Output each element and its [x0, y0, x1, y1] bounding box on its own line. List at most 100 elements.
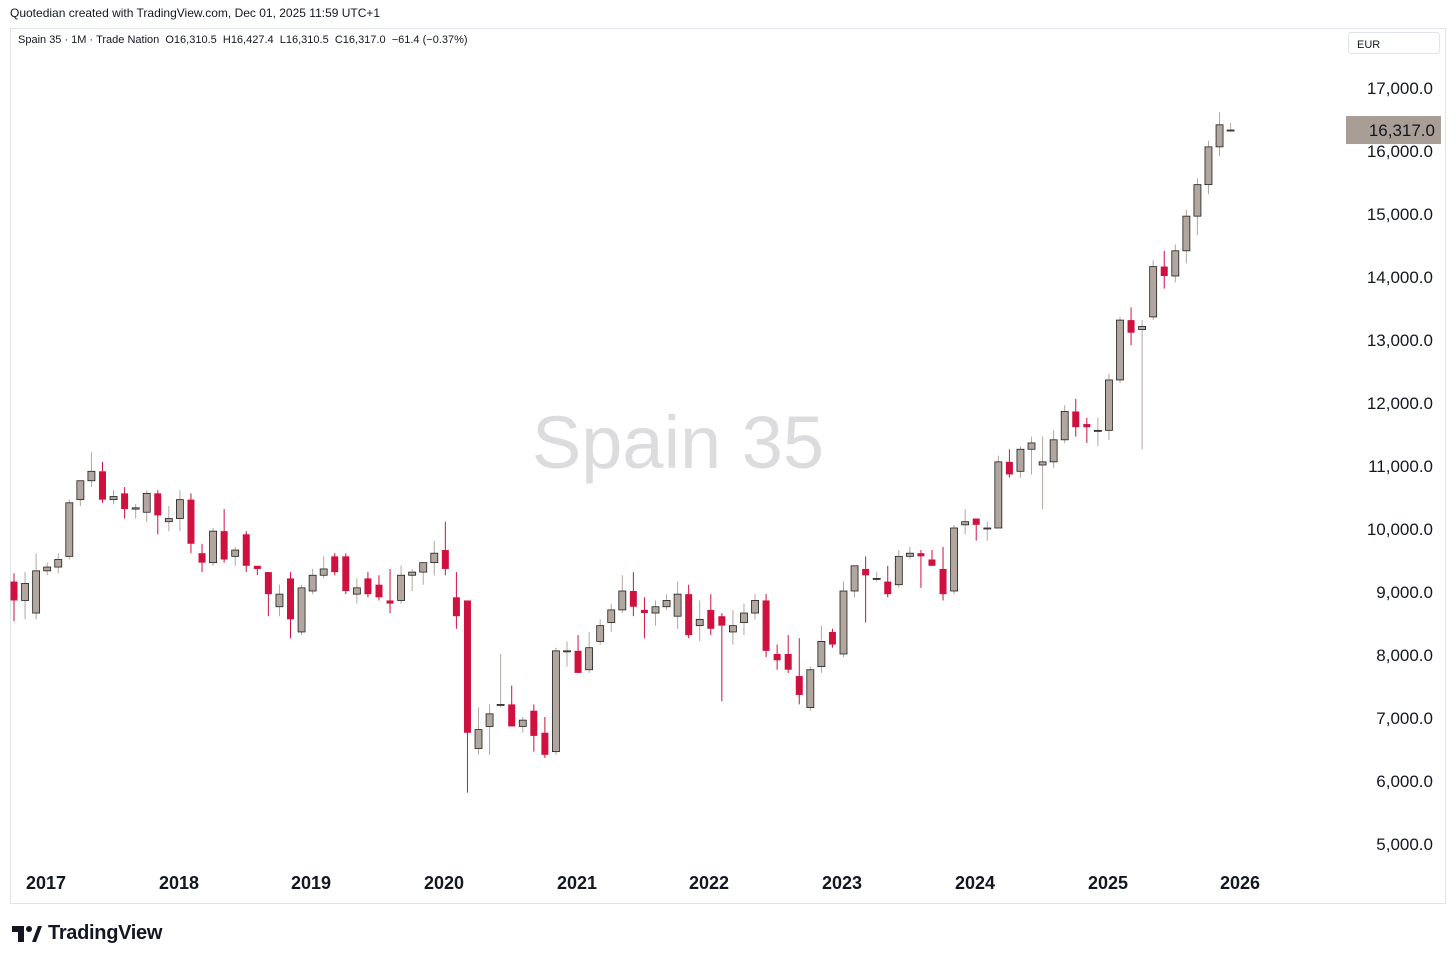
candle-body-up: [563, 650, 571, 653]
candle-body-up: [850, 565, 859, 592]
candle-body-up: [164, 518, 173, 523]
candle: [419, 562, 428, 585]
candle-body-up: [695, 618, 704, 627]
candle-body-up: [419, 562, 428, 573]
candle: [994, 455, 1003, 529]
candle: [1171, 244, 1180, 283]
candle-body-down: [828, 631, 836, 645]
last-price-badge: [1346, 116, 1441, 145]
candle-body-down: [1005, 461, 1013, 475]
candle: [773, 644, 781, 670]
last-price-label: 16,317.0: [1369, 121, 1435, 140]
y-tick-label: 15,000.0: [1367, 205, 1433, 224]
candle-body-up: [87, 470, 96, 482]
tradingview-logo-icon: [12, 925, 42, 942]
currency-selector[interactable]: EUR: [1348, 32, 1440, 54]
candle-body-down: [762, 600, 770, 651]
candle: [707, 594, 715, 636]
candle-body-up: [1027, 442, 1036, 450]
candle: [474, 707, 483, 755]
x-tick-label: 2025: [1088, 873, 1128, 893]
candle-body-down: [98, 471, 106, 500]
x-tick-label: 2019: [291, 873, 331, 893]
candle-body-up: [596, 625, 605, 642]
candle-body-down: [187, 499, 195, 544]
candle-body-down: [862, 568, 870, 576]
candle: [242, 531, 250, 573]
candle: [10, 573, 18, 622]
x-tick-label: 2023: [822, 873, 862, 893]
candle: [231, 546, 240, 566]
candle-body-down: [1083, 424, 1091, 428]
candle-body-up: [817, 641, 826, 668]
candle: [718, 613, 726, 702]
candle-body-up: [21, 583, 29, 601]
candle: [563, 641, 571, 667]
candle-body-up: [961, 521, 970, 526]
candle-body-up: [275, 593, 284, 608]
candle: [154, 490, 162, 535]
candle-body-up: [552, 650, 560, 753]
candle-body-up: [751, 600, 759, 614]
candle-body-down: [264, 572, 272, 595]
candle: [87, 452, 96, 488]
candle-body-up: [1093, 429, 1102, 432]
candle: [352, 578, 361, 604]
candle-body-up: [308, 574, 317, 592]
candle-body-up: [1049, 439, 1058, 463]
legend-symbol[interactable]: Spain 35: [18, 34, 62, 46]
legend-interval[interactable]: 1M: [71, 34, 87, 46]
last-price-marker: 16,317.0: [1346, 116, 1441, 145]
candle: [386, 568, 394, 614]
tradingview-logo-text: TradingView: [48, 922, 163, 944]
candle-body-up: [673, 593, 682, 617]
y-tick-label: 17,000.0: [1367, 79, 1433, 98]
candle-body-up: [76, 480, 85, 501]
candle: [496, 654, 505, 708]
legend-low: L16,310.5: [279, 34, 329, 46]
legend-source: Trade Nation: [96, 34, 160, 46]
chart-credit: Quotedian created with TradingView.com, …: [10, 6, 381, 20]
candle: [939, 546, 947, 601]
candle: [408, 568, 417, 591]
candle: [740, 603, 748, 636]
candle-body-up: [474, 729, 483, 749]
candle: [905, 546, 914, 560]
candle: [806, 666, 815, 711]
candle: [1160, 250, 1168, 289]
candle-body-up: [740, 612, 748, 623]
candle-body-up: [496, 704, 505, 706]
tradingview-logo[interactable]: TradingView: [12, 922, 162, 945]
candle-body-up: [54, 559, 63, 568]
price-axis[interactable]: 17,000.0 16,000.0 15,000.0 14,000.0 13,000.0…: [1367, 79, 1433, 854]
y-tick-label: 5,000.0: [1376, 835, 1433, 854]
candle: [828, 628, 836, 648]
candle-body-up: [1193, 184, 1202, 217]
candle: [142, 490, 151, 522]
candle: [839, 581, 848, 658]
candle: [640, 597, 648, 639]
candle-body-down: [342, 556, 350, 591]
candle-body-up: [397, 574, 406, 601]
candle-body-up: [872, 578, 881, 580]
candle: [972, 518, 980, 541]
candle-body-up: [131, 507, 140, 510]
candle-body-down: [1160, 266, 1168, 276]
candle: [894, 550, 903, 588]
time-axis[interactable]: 2017 2018 2019 2020 2021 2022 2023 2024 2025 2026: [26, 873, 1260, 893]
candle: [342, 553, 350, 595]
candle: [607, 603, 616, 632]
candle-body-up: [1215, 124, 1224, 148]
candle: [685, 584, 693, 639]
candle: [618, 575, 627, 614]
x-tick-label: 2026: [1220, 873, 1260, 893]
candle-body-down: [154, 493, 162, 516]
candle-body-down: [508, 704, 516, 727]
candle-body-down: [253, 565, 261, 569]
candle-body-down: [452, 597, 460, 617]
candle: [76, 480, 85, 506]
candle-body-down: [884, 581, 892, 595]
candle-body-up: [1038, 461, 1047, 466]
candle: [928, 550, 936, 566]
